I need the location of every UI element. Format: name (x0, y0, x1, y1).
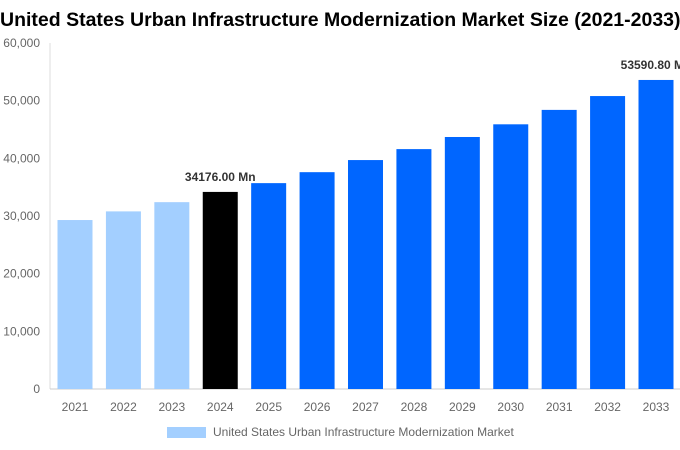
chart-title: United States Urban Infrastructure Moder… (0, 9, 680, 31)
x-tick-label: 2033 (643, 400, 670, 414)
bar-2027 (348, 160, 383, 389)
x-tick-label: 2032 (594, 400, 621, 414)
x-tick-label: 2031 (546, 400, 573, 414)
bar-2031 (541, 109, 577, 389)
data-label-2024: 34176.00 Mn (185, 170, 256, 184)
x-tick-label: 2025 (255, 400, 282, 414)
x-tick-label: 2030 (497, 400, 524, 414)
bar-2023 (154, 202, 190, 389)
bar-2022 (105, 211, 141, 389)
x-tick-label: 2026 (304, 400, 331, 414)
y-tick-label: 50,000 (3, 94, 40, 108)
x-tick-label: 2029 (449, 400, 476, 414)
y-tick-label: 40,000 (3, 151, 40, 165)
y-tick-label: 30,000 (3, 209, 40, 223)
bar-2032 (590, 96, 626, 389)
x-tick-label: 2028 (401, 400, 428, 414)
data-label-2033: 53590.80 Mn (621, 58, 680, 72)
x-tick-label: 2021 (62, 400, 89, 414)
legend-swatch (167, 426, 206, 438)
bar-2033 (638, 79, 674, 389)
x-tick-label: 2022 (110, 400, 137, 414)
x-tick-label: 2023 (158, 400, 185, 414)
y-tick-label: 10,000 (3, 324, 40, 338)
bar-2029 (444, 136, 480, 389)
bar-2021 (57, 220, 93, 389)
y-tick-label: 20,000 (3, 267, 40, 281)
y-tick-label: 0 (33, 382, 40, 396)
bar-2024 (202, 191, 238, 389)
y-tick-label: 60,000 (3, 36, 40, 50)
legend-label: United States Urban Infrastructure Moder… (213, 425, 514, 439)
bar-2025 (251, 183, 287, 389)
x-tick-label: 2027 (352, 400, 379, 414)
bar-2030 (493, 124, 529, 389)
legend[interactable]: United States Urban Infrastructure Moder… (167, 425, 514, 439)
bar-2026 (299, 172, 335, 389)
x-tick-label: 2024 (207, 400, 234, 414)
bar-2028 (396, 149, 432, 389)
